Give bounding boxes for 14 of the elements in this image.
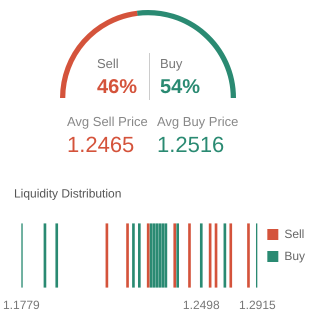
- slice-label: Buy: [160, 56, 183, 71]
- text: Avg Sell Price: [67, 114, 148, 129]
- slice-label: Sell: [97, 56, 119, 71]
- x-tick-label: 1.2915: [238, 298, 276, 312]
- legend-label: Sell: [284, 226, 304, 241]
- x-tick-label: 1.2498: [182, 298, 220, 312]
- chart-title: Liquidity Distribution: [14, 186, 122, 201]
- legend-label: Buy: [284, 248, 306, 263]
- data-label: 46%: [97, 76, 138, 98]
- text: Avg Buy Price: [157, 114, 238, 129]
- x-tick-label: 1.1779: [3, 298, 40, 312]
- text: 1.2465: [67, 132, 134, 157]
- text: 1.2516: [157, 132, 224, 157]
- data-label: 54%: [160, 76, 200, 98]
